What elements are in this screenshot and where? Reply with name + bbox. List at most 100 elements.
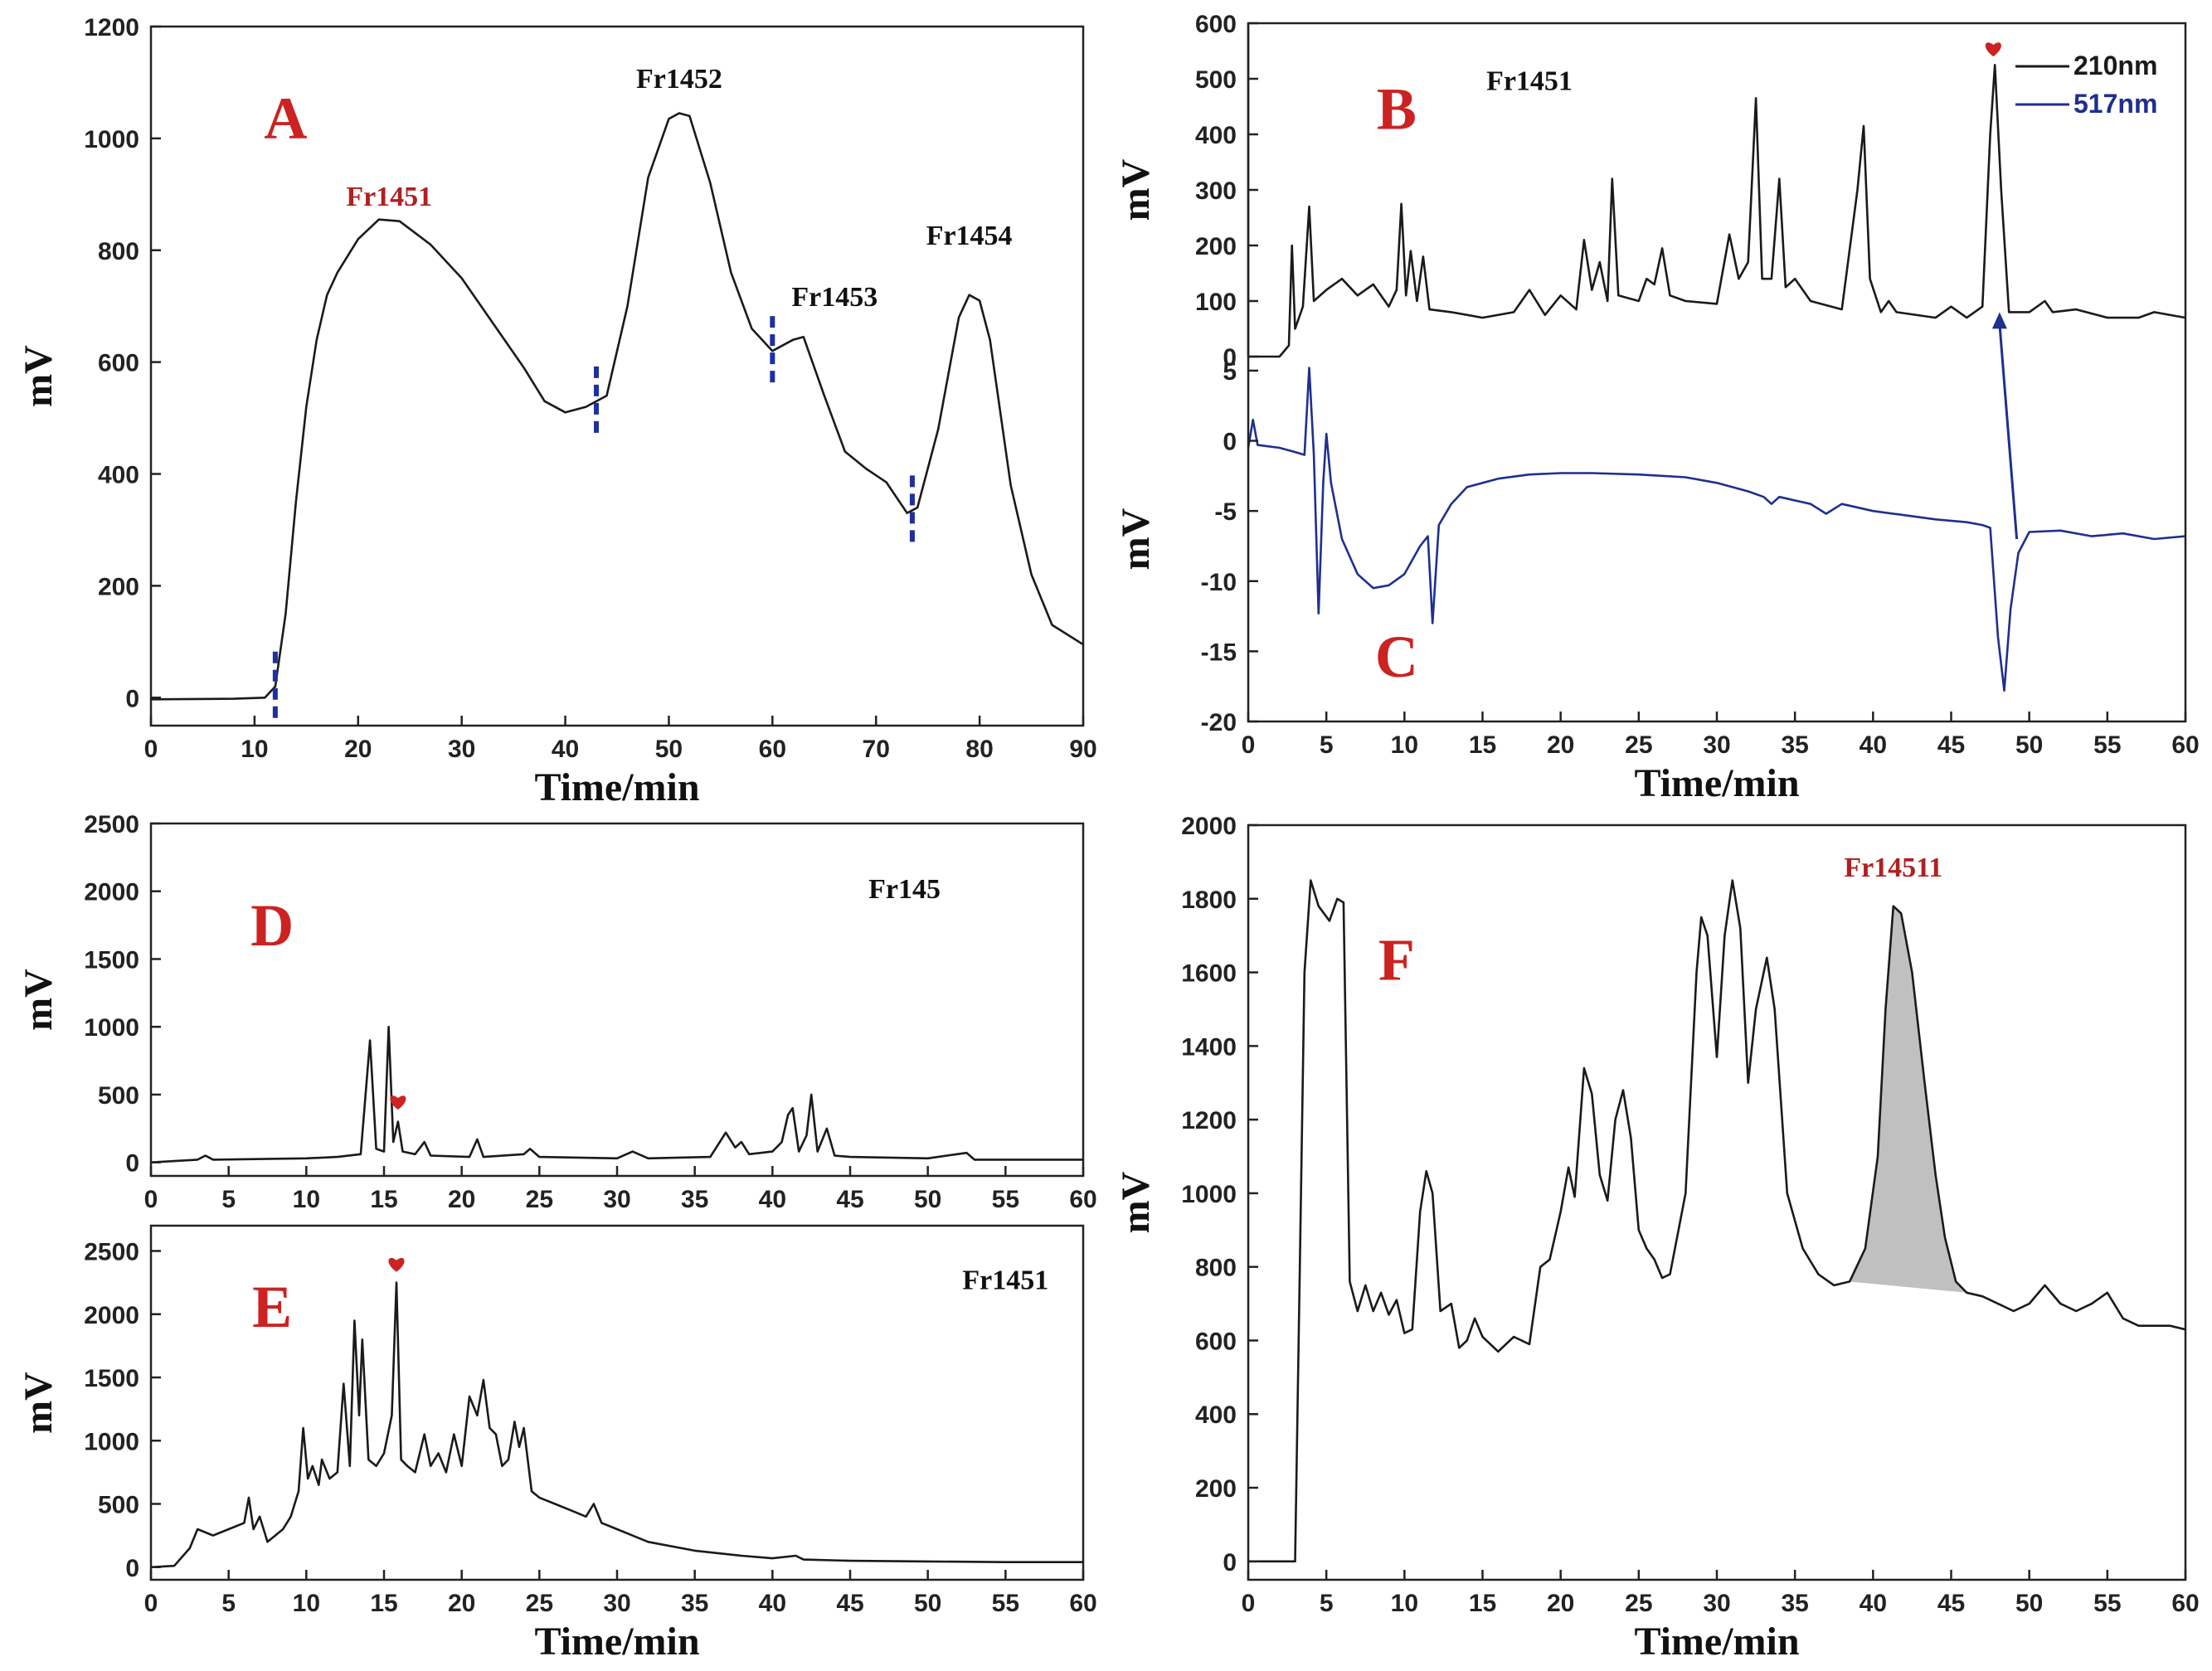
y-tick-label: 1500 <box>84 1365 139 1392</box>
x-tick-label: 25 <box>1625 1590 1652 1617</box>
shaded-peak-area <box>1850 906 1967 1293</box>
x-tick-label: 30 <box>448 736 475 763</box>
x-tick-label: 45 <box>836 1186 863 1213</box>
x-tick-label: 60 <box>1069 1590 1096 1617</box>
panel-letter-A: A <box>264 85 307 152</box>
chart-panel-E: 0 500 1000 1500 2000 2500 0 5 10 15 20 25 30 35 40 45 50… <box>17 1224 1097 1664</box>
x-tick-label: 20 <box>1547 1590 1574 1617</box>
y-tick-label: 1000 <box>1181 1181 1237 1208</box>
y-tick-label: 1500 <box>84 946 139 974</box>
y-tick-label: 200 <box>1195 233 1237 260</box>
x-tick-label: 5 <box>1320 731 1334 759</box>
x-axis-title: Time/min <box>534 1620 699 1664</box>
correlation-arrow <box>1998 323 2019 540</box>
panel-letter-F: F <box>1378 926 1415 993</box>
x-tick-label: 60 <box>759 736 786 763</box>
panel-letter-E: E <box>252 1274 292 1340</box>
x-tick-label: 5 <box>221 1186 236 1213</box>
series-line-Fr14511 <box>1248 879 2186 1563</box>
x-tick-label: 35 <box>1781 731 1808 759</box>
y-tick-label: 5 <box>1223 358 1237 386</box>
y-axis-title: mV <box>17 1372 61 1434</box>
series-line-210nm <box>1248 64 2186 358</box>
y-tick-label: 400 <box>1195 1401 1237 1429</box>
heart-marker-icon <box>390 1095 406 1110</box>
x-tick-label: 20 <box>448 1186 475 1213</box>
y-axis-title: mV <box>17 345 61 407</box>
y-axis-title: mV <box>1114 1171 1158 1233</box>
x-tick-label: 10 <box>241 736 268 763</box>
y-tick-label: 0 <box>1223 1549 1237 1576</box>
x-tick-label: 90 <box>1069 736 1096 763</box>
x-tick-label: 35 <box>681 1186 708 1213</box>
y-tick-label: 1600 <box>1181 960 1237 988</box>
y-tick-label: 1800 <box>1181 887 1237 914</box>
panel-letter-D: D <box>250 892 294 959</box>
legend-label: 517nm <box>2073 89 2157 119</box>
peak-annotation: Fr1451 <box>962 1265 1048 1295</box>
y-tick-label: 2000 <box>1181 813 1237 840</box>
series-line-517nm <box>1247 367 2186 692</box>
series-line-Fr1451 <box>150 1281 1083 1569</box>
x-tick-label: 0 <box>1242 1590 1256 1617</box>
peak-annotation: Fr1451 <box>1486 66 1573 96</box>
peak-annotation: Fr1453 <box>791 282 878 313</box>
series-line-Fr145 <box>150 1025 1083 1163</box>
y-tick-label: -20 <box>1201 709 1237 736</box>
x-tick-label: 20 <box>344 736 372 763</box>
y-tick-label: 2500 <box>84 811 139 838</box>
y-axis-title: mV <box>1114 508 1158 570</box>
x-tick-label: 0 <box>144 736 158 763</box>
x-tick-label: 50 <box>914 1590 941 1617</box>
x-tick-label: 15 <box>1469 731 1496 759</box>
y-tick-label: 200 <box>1195 1475 1237 1503</box>
heart-marker-icon <box>1985 42 2001 57</box>
x-tick-label: 25 <box>1625 731 1652 759</box>
y-tick-label: 2000 <box>84 879 139 906</box>
y-tick-label: 300 <box>1195 177 1237 205</box>
x-tick-label: 45 <box>836 1590 863 1617</box>
x-tick-label: 5 <box>221 1590 236 1617</box>
x-tick-label: 60 <box>1069 1186 1096 1213</box>
plot-frame <box>149 822 1085 1178</box>
y-tick-label: 1000 <box>84 1428 139 1455</box>
x-tick-label: 40 <box>552 736 579 763</box>
chart-panel-C: 50-5-10-15-200 5 10 15 20 25 30 35 40 45 50 55 60Tim… <box>1114 22 2200 805</box>
y-tick-label: -10 <box>1201 569 1237 596</box>
x-axis-title: Time/min <box>1634 761 1799 805</box>
y-tick-label: 0 <box>125 1150 139 1178</box>
y-tick-label: 600 <box>1195 11 1237 38</box>
y-tick-label: 400 <box>1195 122 1237 149</box>
y-tick-label: 1200 <box>84 14 139 41</box>
x-tick-label: 0 <box>144 1186 158 1213</box>
x-tick-label: 40 <box>759 1590 786 1617</box>
arrowhead-icon <box>1991 312 2007 329</box>
x-tick-label: 20 <box>448 1590 475 1617</box>
heart-marker-icon <box>388 1257 405 1272</box>
y-axis-title: mV <box>1114 158 1158 221</box>
x-tick-label: 0 <box>1242 731 1256 759</box>
x-tick-label: 50 <box>655 736 683 763</box>
x-tick-label: 10 <box>293 1590 320 1617</box>
plot-frame <box>1247 22 2187 723</box>
x-tick-label: 35 <box>681 1590 708 1617</box>
y-tick-label: 1400 <box>1181 1033 1237 1061</box>
x-tick-label: 30 <box>1703 1590 1730 1617</box>
x-axis-title: Time/min <box>1634 1620 1799 1664</box>
legend-label: 210nm <box>2073 51 2157 80</box>
y-tick-label: 0 <box>125 685 139 712</box>
x-tick-label: 40 <box>1860 731 1887 759</box>
y-tick-label: 2000 <box>84 1302 139 1329</box>
y-tick-label: 2500 <box>84 1239 139 1266</box>
y-tick-label: 0 <box>125 1555 139 1582</box>
y-tick-label: 200 <box>98 573 139 600</box>
chart-panel-A: 0 200 400 600 800 1000 1200 0 10 20 30 40 50 60 70 80 90… <box>17 14 1097 809</box>
y-tick-label: 800 <box>1195 1255 1237 1282</box>
y-tick-label: 0 <box>1223 429 1237 456</box>
x-tick-label: 55 <box>992 1590 1019 1617</box>
x-tick-label: 0 <box>144 1590 158 1617</box>
y-tick-label: 800 <box>98 238 139 265</box>
y-tick-label: 500 <box>1195 66 1237 94</box>
x-axis-title: Time/min <box>534 765 699 809</box>
